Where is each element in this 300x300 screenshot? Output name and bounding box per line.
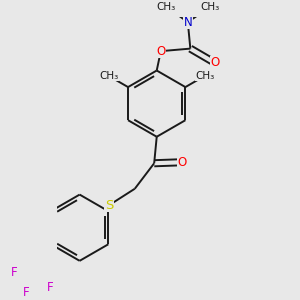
Text: O: O: [156, 45, 165, 58]
Text: F: F: [23, 286, 30, 299]
Text: CH₃: CH₃: [99, 71, 118, 81]
Text: O: O: [210, 56, 219, 69]
Text: N: N: [183, 16, 192, 28]
Text: CH₃: CH₃: [195, 71, 214, 81]
Text: F: F: [11, 266, 18, 279]
Text: S: S: [105, 199, 113, 212]
Text: F: F: [46, 281, 53, 294]
Text: O: O: [178, 156, 187, 169]
Text: CH₃: CH₃: [201, 2, 220, 12]
Text: CH₃: CH₃: [157, 2, 176, 12]
